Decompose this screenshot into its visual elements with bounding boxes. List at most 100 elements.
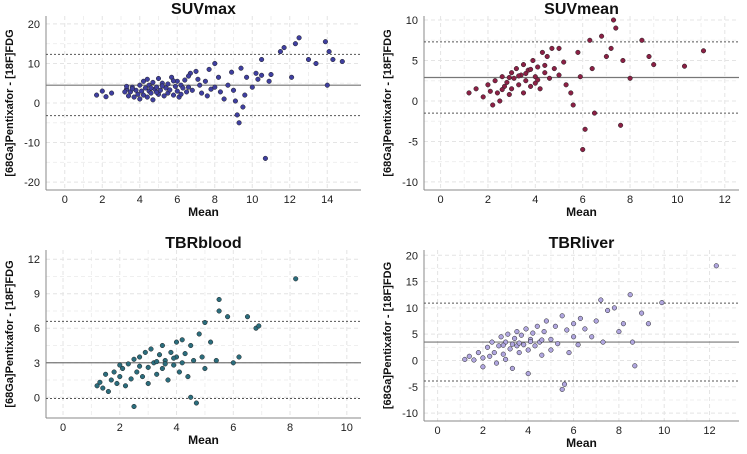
data-point — [162, 361, 168, 367]
data-point — [202, 78, 208, 84]
data-point — [145, 364, 151, 370]
data-point — [208, 339, 214, 345]
data-point — [509, 341, 515, 347]
chart-title: TBRliver — [549, 235, 615, 252]
data-point — [212, 60, 218, 67]
data-point — [542, 62, 548, 68]
data-point — [195, 76, 201, 82]
data-point — [509, 86, 515, 92]
y-tick-label: 0 — [412, 96, 418, 108]
data-point — [513, 66, 519, 72]
y-tick-label: 20 — [406, 250, 418, 262]
data-point — [144, 94, 150, 100]
data-point — [651, 62, 657, 68]
data-point — [561, 59, 567, 65]
data-point — [497, 98, 503, 104]
x-tick-label: 10 — [341, 422, 353, 434]
y-axis-label: [68Ga]Pentixafor - [18F]FDG — [382, 262, 394, 409]
data-point — [466, 90, 472, 96]
data-point — [504, 79, 510, 85]
data-point — [202, 365, 208, 372]
data-point — [185, 84, 192, 90]
data-point — [281, 45, 287, 51]
data-point — [259, 56, 265, 63]
data-point — [94, 92, 100, 98]
data-point — [225, 82, 231, 88]
data-point — [580, 146, 586, 153]
data-point — [568, 90, 574, 96]
data-point — [582, 326, 588, 332]
data-point — [494, 90, 500, 96]
data-point — [492, 78, 498, 84]
data-point — [171, 362, 177, 368]
x-axis-label: Mean — [566, 436, 597, 450]
y-tick-label: -5 — [408, 136, 418, 148]
data-point — [516, 340, 522, 346]
data-point — [305, 56, 312, 63]
data-point — [534, 323, 540, 329]
data-point — [639, 37, 645, 43]
data-point — [117, 374, 123, 380]
data-point — [543, 318, 549, 324]
data-point — [150, 97, 156, 103]
y-tick-label: 10 — [28, 58, 40, 70]
data-point — [618, 122, 624, 128]
data-point — [530, 57, 536, 64]
data-point — [559, 386, 565, 392]
data-point — [125, 361, 131, 367]
data-point — [206, 66, 212, 72]
data-point — [277, 49, 283, 55]
data-point — [525, 347, 531, 353]
data-point — [148, 90, 154, 96]
data-point — [330, 56, 336, 63]
data-point — [516, 82, 522, 88]
data-point — [599, 33, 605, 39]
data-point — [575, 49, 581, 55]
data-point — [523, 70, 529, 77]
y-tick-label: -10 — [402, 177, 418, 189]
panel-suvmax: SUVmax 0 2 4 6 8 10 12 14 -20 -10 0 10 20 Mean [68Ga]Pe… — [4, 1, 361, 219]
data-point — [137, 363, 143, 369]
x-axis-label: Mean — [188, 433, 219, 447]
data-point — [627, 292, 633, 298]
data-point — [499, 87, 505, 93]
data-point — [142, 349, 148, 355]
data-point — [182, 77, 188, 83]
data-point — [117, 362, 123, 368]
x-tick-label: 2 — [99, 194, 105, 206]
data-point — [611, 305, 617, 311]
data-point — [216, 296, 222, 303]
data-point — [129, 86, 135, 92]
y-tick-label: 5 — [412, 56, 418, 68]
data-point — [480, 94, 486, 100]
data-point — [563, 82, 569, 88]
x-tick-label: 12 — [719, 194, 731, 206]
x-tick-label: 2 — [485, 194, 491, 206]
data-point — [108, 377, 114, 383]
x-tick-label: 2 — [117, 422, 123, 434]
y-tick-label: 10 — [406, 303, 418, 315]
data-point — [249, 84, 255, 90]
data-point — [109, 90, 115, 96]
x-tick-label: 8 — [627, 194, 633, 206]
data-point — [559, 313, 565, 319]
data-point — [505, 331, 511, 337]
data-point — [105, 388, 111, 395]
data-point — [215, 74, 222, 80]
data-point — [176, 369, 182, 375]
data-point — [142, 85, 148, 91]
y-axis-label: [68Ga]Pentixafor - [18F]FDG — [382, 29, 394, 176]
data-point — [506, 74, 512, 81]
data-point — [131, 94, 137, 100]
data-point — [137, 354, 143, 360]
data-point — [493, 360, 500, 366]
data-point — [159, 83, 165, 89]
data-point — [570, 102, 576, 108]
data-point — [555, 341, 561, 347]
data-point — [122, 89, 128, 95]
data-point — [629, 339, 636, 345]
x-tick-label: 8 — [287, 422, 293, 434]
data-point — [582, 126, 588, 132]
data-point — [516, 73, 522, 79]
data-point — [541, 329, 547, 335]
